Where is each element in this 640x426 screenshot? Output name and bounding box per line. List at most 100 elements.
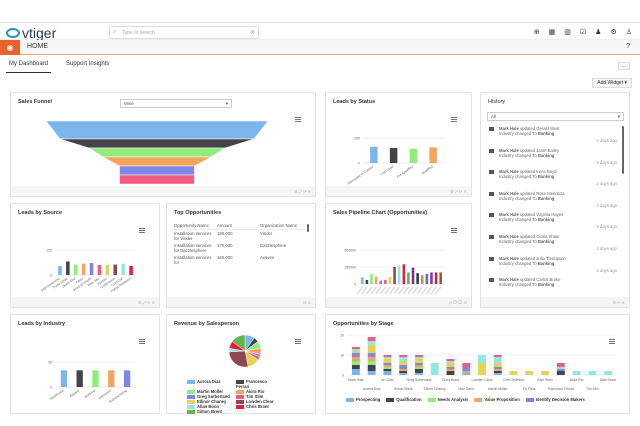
chart-menu-icon[interactable]: [139, 228, 145, 233]
widget-footer-controls[interactable]: ⚙ ⟳ ✕: [481, 297, 629, 307]
tab-my-dashboard[interactable]: My Dashboard: [6, 58, 52, 73]
legend-label: Ellinor Chaney: [197, 399, 227, 404]
legend-swatch: [187, 399, 195, 404]
legend-item[interactable]: Value Proposition: [474, 397, 520, 402]
chart-menu-icon[interactable]: [295, 339, 301, 344]
history-item[interactable]: Mark Hale updated Janet Bailey Industry c…: [487, 148, 617, 170]
chart-menu-icon[interactable]: [609, 339, 615, 344]
legend-item[interactable]: Tim Slim: [236, 394, 274, 399]
legend-item[interactable]: Martin Moller: [187, 389, 233, 394]
help-icon[interactable]: ?: [626, 43, 630, 50]
history-user[interactable]: Mark Hale: [499, 169, 519, 175]
funnel-segment: [59, 138, 255, 149]
history-item[interactable]: Mark Hale updated Carlos Burke Industry c…: [487, 277, 617, 299]
history-user[interactable]: Mark Hale: [499, 255, 519, 261]
legend-item[interactable]: Prospecting: [346, 397, 380, 402]
legend-item[interactable]: Qualification: [386, 397, 422, 402]
table-row[interactable]: Installation services for 160,000 Avavee: [174, 254, 306, 268]
legend-item[interactable]: Ellinor Chaney: [187, 399, 233, 404]
dashboard-icon[interactable]: ◉: [0, 40, 20, 55]
opportunity-name[interactable]: Installation services for: [174, 255, 212, 265]
vtiger-logo[interactable]: vtiger: [6, 25, 56, 41]
bar: [123, 370, 131, 387]
widget-title: Leads by Source: [18, 210, 63, 216]
legend-swatch: [386, 397, 395, 402]
tab-support-insights[interactable]: Support Insights: [66, 61, 110, 67]
widget-footer-controls[interactable]: ⚙ ⤢ ⟳ ✕: [11, 297, 159, 307]
tasks-icon[interactable]: ☑: [579, 29, 587, 36]
history-action: updated Rose Mendoza: [519, 190, 565, 196]
history-item[interactable]: Mark Hale updated Rose Mendoza Industry c…: [487, 191, 617, 213]
chart-icon[interactable]: ▥: [564, 29, 571, 36]
table-scrollbar[interactable]: [307, 224, 309, 232]
logo-icon: [6, 28, 20, 38]
chart-menu-icon[interactable]: [451, 117, 457, 122]
more-dropdown[interactable]: ...: [618, 62, 630, 70]
opportunity-name[interactable]: Installation services for Vinder: [174, 231, 212, 241]
legend-item[interactable]: Identify Decision Makers: [525, 397, 585, 402]
history-item[interactable]: Mark Hale updated Gerald West Industry ch…: [487, 126, 617, 148]
calendar-icon[interactable]: ▦: [548, 29, 556, 36]
history-time: 2 days ago: [596, 181, 618, 187]
legend-item[interactable]: Chris Brant: [236, 404, 274, 409]
x-tick-label-placeholder: [393, 286, 400, 295]
table-row[interactable]: Installation services for Vinder 180,000 V…: [174, 230, 306, 242]
legend-item[interactable]: Akira Rio: [236, 389, 274, 394]
history-filter-select[interactable]: All ▾: [487, 112, 624, 121]
x-tick-label: Allan Boon: [600, 378, 617, 382]
legend-item[interactable]: Allan Boon: [187, 404, 233, 409]
history-scrollbar[interactable]: [622, 126, 624, 174]
chart-menu-icon[interactable]: [451, 228, 457, 233]
funnel-filter-select[interactable]: Mine ▾: [120, 99, 232, 108]
history-item[interactable]: Mark Hale updated Virginia Hayes Industry…: [487, 212, 617, 234]
revenue-pie-chart: [228, 334, 262, 368]
opportunity-name[interactable]: Installation services for Dazzlesphere: [174, 243, 212, 253]
bar: [361, 277, 364, 284]
legend-item[interactable]: Simon Brent: [187, 409, 233, 414]
funnel-segment: [87, 147, 227, 158]
search-input[interactable]: ⌕ Type to search ⊗: [109, 26, 259, 39]
clear-icon[interactable]: ⊗: [249, 30, 255, 36]
legend-item[interactable]: Needs Analysis: [427, 397, 468, 402]
history-value: Banking: [537, 238, 555, 244]
widget-footer-controls[interactable]: ⚙ ⤢ ⟳ ✕: [326, 186, 471, 196]
chart-menu-icon[interactable]: [139, 339, 145, 344]
history-user[interactable]: Mark Hale: [499, 190, 519, 196]
legend-item[interactable]: Francesco Ferrari: [236, 379, 274, 389]
history-time: 2 days ago: [596, 245, 618, 251]
legend-item[interactable]: Aurora Diaz: [187, 379, 233, 389]
history-item[interactable]: Mark Hale updated Julia Thompson Industry…: [487, 256, 617, 278]
history-field: Industry: [499, 238, 514, 244]
table-row[interactable]: Installation services for Dazzlesphere 17…: [174, 242, 306, 254]
legend-item[interactable]: Greg Sutherland: [187, 394, 233, 399]
stack-segment: [367, 371, 376, 375]
history-user[interactable]: Mark Hale: [499, 126, 519, 131]
bar: [58, 266, 62, 275]
legend-item[interactable]: Lowden Clear: [236, 399, 274, 404]
gear-icon[interactable]: ⚙: [610, 29, 617, 36]
history-item[interactable]: Mark Hale updated Gloria Shaw Industry ch…: [487, 234, 617, 256]
stack-segment: [493, 355, 502, 357]
stack-segment: [399, 369, 408, 371]
history-user[interactable]: Mark Hale: [499, 233, 519, 239]
widget-title: History: [488, 99, 506, 105]
stack-segment: [367, 357, 376, 361]
x-tick-label: Max Dane: [459, 387, 475, 391]
module-title: HOME: [27, 43, 48, 50]
widget-footer-controls[interactable]: ⤢ ⟳ ⟳ ✕: [326, 297, 471, 307]
widget-footer-controls[interactable]: ⚙ ⤢ ⟳ ✕: [11, 186, 315, 196]
plus-icon[interactable]: ⊕: [533, 29, 540, 36]
history-user[interactable]: Mark Hale: [499, 147, 519, 153]
history-action: updated Gerald West: [519, 126, 560, 131]
history-user[interactable]: Mark Hale: [499, 277, 519, 283]
add-widget-label: Add Widget: [597, 80, 624, 86]
bell-icon[interactable]: ♟: [595, 29, 602, 36]
widget-footer-controls[interactable]: ⟳ ✕: [167, 297, 315, 307]
history-user[interactable]: Mark Hale: [499, 212, 519, 218]
history-field: Industry: [499, 217, 514, 223]
chart-menu-icon[interactable]: [295, 117, 301, 122]
history-item[interactable]: Mark Hale updated Irene Boyd Industry cha…: [487, 169, 617, 191]
add-widget-button[interactable]: Add Widget ▾: [592, 78, 632, 88]
user-icon[interactable]: ♙: [625, 29, 632, 36]
y-tick-label: 0: [50, 386, 52, 390]
